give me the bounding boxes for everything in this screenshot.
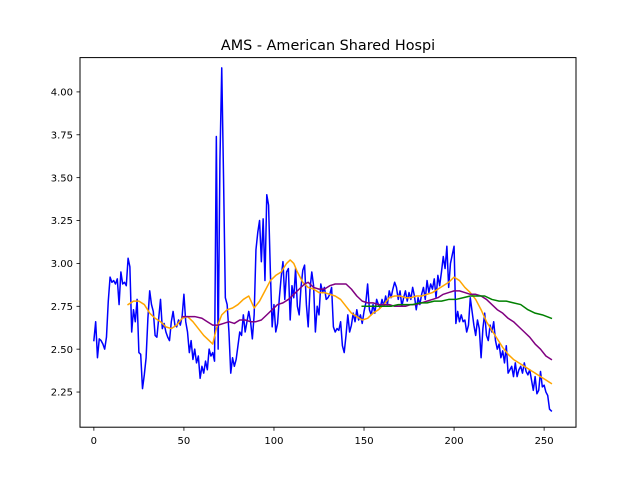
- y-tick-label: 3.50: [51, 173, 73, 184]
- y-tick-label: 3.25: [51, 216, 73, 227]
- y-tick-label: 3.75: [51, 130, 73, 141]
- y-tick-label: 4.00: [51, 88, 73, 99]
- y-tick-label: 2.75: [51, 302, 73, 313]
- series-layer: [93, 67, 553, 412]
- x-tick-label: 150: [354, 436, 373, 447]
- y-tick-label: 3.00: [51, 259, 73, 270]
- x-tick-label: 0: [91, 436, 97, 447]
- y-tick-label: 2.50: [51, 345, 73, 356]
- series-line-3: [181, 281, 553, 361]
- chart-title: AMS - American Shared Hospi: [221, 38, 435, 54]
- x-tick-label: 200: [445, 436, 464, 447]
- series-line-2: [127, 259, 553, 385]
- y-axis: 2.25 2.50 2.75 3.00 3.25 3.50 3.75 4.00: [51, 88, 80, 399]
- x-tick-label: 250: [535, 436, 554, 447]
- x-tick-label: 100: [264, 436, 283, 447]
- x-axis: 0 50 100 150 200 250: [91, 427, 554, 447]
- y-tick-label: 2.25: [51, 388, 73, 399]
- x-tick-label: 50: [178, 436, 191, 447]
- series-line-4: [361, 295, 553, 320]
- plot-area-frame: [79, 57, 577, 428]
